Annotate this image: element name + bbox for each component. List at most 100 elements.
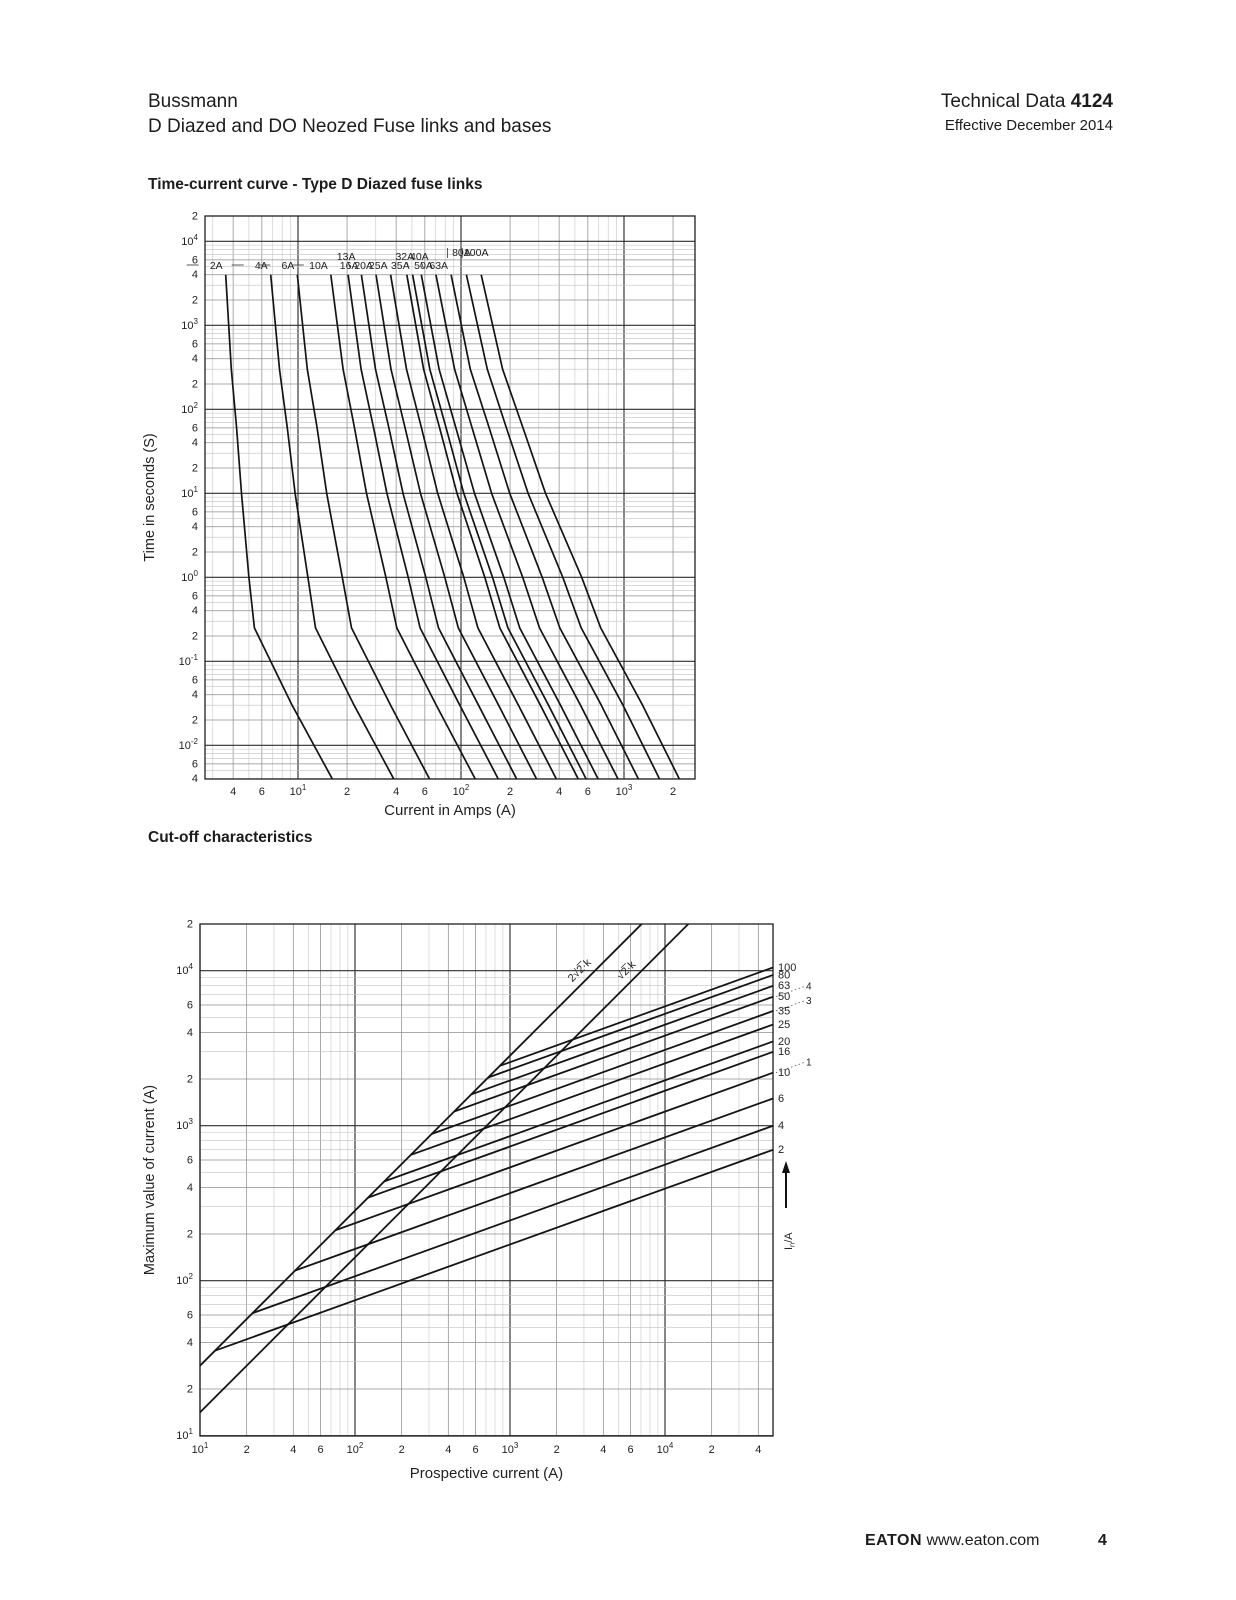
fuse-curve-25A — [389, 274, 557, 780]
y-tick-label: 4 — [187, 1337, 193, 1349]
fuse-rating-label-20A: 20A — [354, 260, 373, 272]
y-tick-label: 6 — [192, 506, 198, 518]
y-tick-label: 101 — [176, 1427, 193, 1442]
cutoff-rating-label-2: 2 — [778, 1144, 784, 1156]
fuse-rating-label-6A: 6A — [281, 260, 294, 272]
y-tick-label: 102 — [176, 1272, 193, 1287]
y-tick-label: 2 — [187, 1384, 193, 1396]
x-tick-label: 102 — [453, 783, 470, 798]
fuse-rating-label-63A: 63A — [429, 260, 448, 272]
diagonal-2sqrt2k — [199, 923, 643, 1367]
fuse-curve-50A — [435, 274, 619, 780]
y-axis-title: Maximum value of current (A) — [142, 1085, 158, 1275]
y-tick-label: 2 — [192, 547, 198, 559]
cutoff-line-80 — [487, 973, 774, 1079]
cutoff-line-20 — [383, 1040, 774, 1183]
fuse-rating-label-25A: 25A — [369, 260, 388, 272]
y-tick-label: 10-1 — [179, 653, 199, 668]
y-tick-label: 103 — [176, 1117, 193, 1132]
annotation-3: 3 — [806, 996, 812, 1007]
y-tick-label: 2 — [192, 295, 198, 307]
fuse-curve-13A — [347, 274, 499, 780]
x-tick-label: 6 — [422, 786, 428, 798]
y-tick-label: 102 — [181, 401, 198, 416]
fuse-curve-6A — [296, 274, 431, 780]
x-tick-label: 102 — [347, 1441, 364, 1456]
fuse-curve-4A — [269, 274, 395, 780]
fuse-rating-label-100A: 100A — [464, 247, 489, 259]
doc-id: Technical Data 4124 — [941, 90, 1113, 114]
y-tick-label: 104 — [181, 233, 198, 248]
y-tick-label: 2 — [192, 631, 198, 643]
x-tick-label: 6 — [318, 1444, 324, 1456]
y-tick-label: 10-2 — [179, 737, 199, 752]
x-tick-label: 6 — [585, 786, 591, 798]
y-tick-label: 6 — [192, 590, 198, 602]
y-tick-label: 4 — [192, 689, 198, 701]
x-tick-label: 6 — [259, 786, 265, 798]
y-tick-label: 6 — [192, 254, 198, 266]
y-tick-label: 103 — [181, 317, 198, 332]
cutoff-rating-label-100: 100 — [778, 962, 796, 974]
y-tick-label: 101 — [181, 485, 198, 500]
x-tick-label: 4 — [755, 1444, 761, 1456]
x-axis-title: Prospective current (A) — [410, 1465, 563, 1482]
y-tick-label: 4 — [192, 437, 198, 449]
y-tick-label: 6 — [187, 1000, 193, 1012]
y-tick-label: 4 — [192, 269, 198, 281]
x-tick-label: 104 — [657, 1441, 674, 1456]
y-tick-label: 6 — [192, 758, 198, 770]
annotation-1: 1 — [806, 1058, 812, 1069]
cutoff-line-4 — [252, 1124, 774, 1314]
cutoff-line-50 — [453, 995, 774, 1113]
y-tick-label: 6 — [192, 674, 198, 686]
cutoff-line-63 — [470, 984, 774, 1096]
x-tick-label: 103 — [502, 1441, 519, 1456]
footer-url: www.eaton.com — [926, 1532, 1040, 1549]
cutoff-line-6 — [294, 1097, 774, 1272]
x-tick-label: 101 — [192, 1441, 209, 1456]
fuse-curve-35A — [411, 274, 587, 780]
x-tick-label: 4 — [445, 1444, 451, 1456]
annotation-4: 4 — [806, 982, 812, 993]
y-tick-label: 4 — [192, 605, 198, 617]
x-tick-label: 2 — [344, 786, 350, 798]
annotation-leader — [775, 986, 805, 997]
fuse-curve-10A — [329, 274, 476, 780]
x-axis-title: Current in Amps (A) — [384, 802, 516, 819]
cutoff-rating-label-35: 35 — [778, 1005, 790, 1017]
diagonal-sqrt2k — [199, 923, 689, 1413]
fuse-curve-40A — [420, 274, 599, 780]
y-tick-label: 6 — [192, 422, 198, 434]
footer-brand: EATON — [865, 1532, 923, 1549]
fuse-rating-label-32A: 32A — [395, 251, 414, 263]
up-arrow-head — [782, 1161, 790, 1173]
fuse-rating-label-40A: 40A — [410, 251, 429, 263]
y-tick-label: 6 — [187, 1155, 193, 1167]
y-tick-label: 104 — [176, 962, 193, 977]
x-tick-label: 6 — [628, 1444, 634, 1456]
x-tick-label: 2 — [399, 1444, 405, 1456]
cutoff-rating-label-20: 20 — [778, 1036, 790, 1048]
cutoff-line-100 — [499, 966, 774, 1067]
label-leader — [347, 261, 351, 269]
cutoff-line-25 — [410, 1023, 774, 1156]
cutoff-rating-label-25: 25 — [778, 1019, 790, 1031]
y-tick-label: 2 — [187, 1229, 193, 1241]
plot-border — [199, 923, 774, 1437]
x-tick-label: 2 — [554, 1444, 560, 1456]
annotation-leader — [775, 1062, 805, 1073]
header-right: Technical Data 4124 Effective December 2… — [941, 90, 1113, 138]
header-left: Bussmann D Diazed and DO Neozed Fuse lin… — [148, 90, 551, 140]
x-tick-label: 6 — [473, 1444, 479, 1456]
cutoff-rating-label-50: 50 — [778, 991, 790, 1003]
y-tick-label: 2 — [187, 919, 193, 931]
cutoff-rating-label-63: 63 — [778, 980, 790, 992]
fuse-rating-label-10A: 10A — [309, 260, 328, 272]
y-tick-label: 2 — [192, 463, 198, 475]
fuse-rating-label-16A: 16A — [340, 260, 359, 272]
cutoff-chart: 101 2 4 6 102 2 4 6 103 2 4 6 104 2 421046421036421026… — [142, 919, 812, 1483]
cutoff-rating-label-6: 6 — [778, 1093, 784, 1105]
y-tick-label: 2 — [192, 715, 198, 727]
x-tick-label: 101 — [290, 783, 307, 798]
